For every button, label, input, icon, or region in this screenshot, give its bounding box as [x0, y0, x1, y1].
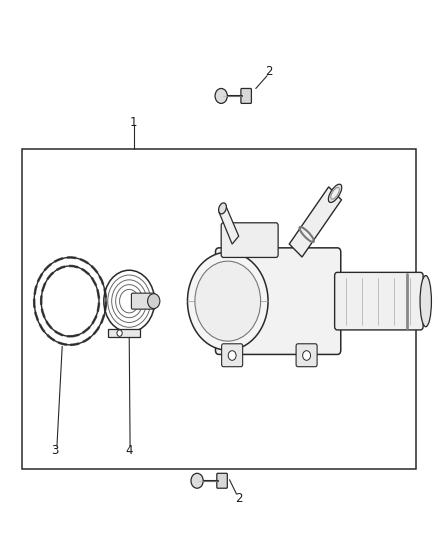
Polygon shape — [219, 205, 239, 244]
Text: 4: 4 — [125, 444, 133, 457]
FancyBboxPatch shape — [222, 344, 243, 367]
Ellipse shape — [331, 188, 339, 199]
Text: 3: 3 — [51, 444, 58, 457]
Text: 5: 5 — [323, 207, 330, 220]
Circle shape — [215, 88, 227, 103]
Text: 1: 1 — [130, 116, 138, 129]
FancyBboxPatch shape — [241, 88, 251, 103]
Ellipse shape — [328, 184, 342, 203]
Circle shape — [191, 473, 203, 488]
Text: 2: 2 — [235, 492, 243, 505]
Circle shape — [195, 261, 261, 341]
Circle shape — [303, 351, 311, 360]
Circle shape — [117, 330, 122, 336]
FancyBboxPatch shape — [131, 293, 155, 309]
FancyBboxPatch shape — [217, 473, 227, 488]
Ellipse shape — [420, 276, 431, 327]
Circle shape — [41, 266, 99, 336]
Circle shape — [148, 294, 160, 309]
FancyBboxPatch shape — [296, 344, 317, 367]
FancyBboxPatch shape — [221, 223, 278, 257]
Ellipse shape — [219, 203, 226, 214]
Bar — [22, 149, 416, 469]
Polygon shape — [289, 187, 342, 257]
Polygon shape — [108, 329, 140, 337]
Circle shape — [228, 351, 236, 360]
Text: 2: 2 — [265, 66, 273, 78]
FancyBboxPatch shape — [215, 248, 341, 354]
Circle shape — [187, 252, 268, 350]
FancyBboxPatch shape — [335, 272, 423, 330]
